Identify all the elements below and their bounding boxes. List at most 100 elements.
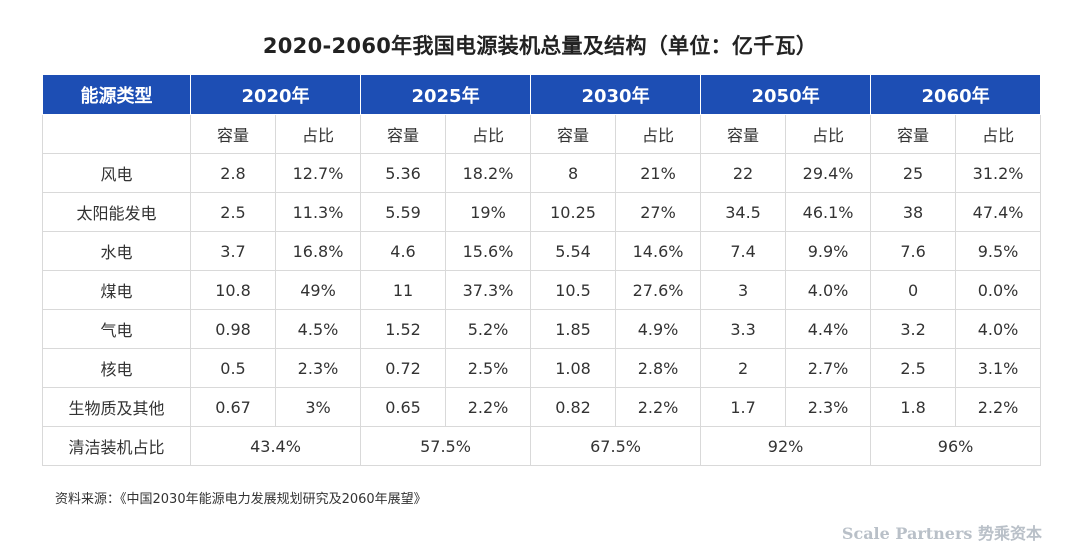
subheader-capacity: 容量 xyxy=(700,114,787,154)
share-cell: 18.2% xyxy=(445,153,532,193)
capacity-cell: 10.8 xyxy=(190,270,276,310)
share-cell: 29.4% xyxy=(785,153,872,193)
share-cell: 12.7% xyxy=(274,153,362,193)
share-cell: 5.2% xyxy=(445,309,532,349)
subheader-share: 占比 xyxy=(955,114,1042,154)
share-cell: 49% xyxy=(274,270,362,310)
subheader-capacity: 容量 xyxy=(190,114,276,154)
capacity-cell: 3.3 xyxy=(700,309,787,349)
energy-type-cell: 煤电 xyxy=(42,270,191,310)
energy-type-cell: 风电 xyxy=(42,153,191,193)
share-cell: 2.3% xyxy=(785,387,872,427)
capacity-cell: 4.6 xyxy=(360,231,447,271)
share-cell: 4.0% xyxy=(785,270,872,310)
capacity-cell: 1.8 xyxy=(870,387,957,427)
capacity-cell: 25 xyxy=(870,153,957,193)
energy-type-cell: 生物质及其他 xyxy=(42,387,191,427)
share-cell: 0.0% xyxy=(955,270,1042,310)
capacity-cell: 0.5 xyxy=(190,348,276,388)
capacity-cell: 2.8 xyxy=(190,153,276,193)
share-cell: 47.4% xyxy=(955,192,1042,232)
capacity-cell: 5.36 xyxy=(360,153,447,193)
share-cell: 46.1% xyxy=(785,192,872,232)
capacity-cell: 8 xyxy=(530,153,617,193)
capacity-cell: 2.5 xyxy=(870,348,957,388)
capacity-cell: 7.4 xyxy=(700,231,787,271)
energy-type-cell: 气电 xyxy=(42,309,191,349)
capacity-cell: 1.85 xyxy=(530,309,617,349)
subheader-share: 占比 xyxy=(445,114,532,154)
capacity-cell: 7.6 xyxy=(870,231,957,271)
capacity-cell: 0 xyxy=(870,270,957,310)
share-cell: 2.3% xyxy=(274,348,362,388)
capacity-cell: 0.67 xyxy=(190,387,276,427)
capacity-cell: 1.7 xyxy=(700,387,787,427)
capacity-cell: 2 xyxy=(700,348,787,388)
capacity-cell: 0.98 xyxy=(190,309,276,349)
capacity-cell: 3 xyxy=(700,270,787,310)
table-row: 风电 2.8 12.7% 5.36 18.2% 8 21% 22 29.4% 25 31.2% xyxy=(42,153,1042,193)
subheader-capacity: 容量 xyxy=(530,114,617,154)
capacity-cell: 3.2 xyxy=(870,309,957,349)
header-year-2030: 2030年 xyxy=(530,74,702,115)
clean-share-2025: 57.5% xyxy=(360,426,532,466)
share-cell: 3.1% xyxy=(955,348,1042,388)
clean-share-2060: 96% xyxy=(870,426,1042,466)
capacity-cell: 5.54 xyxy=(530,231,617,271)
capacity-cell: 22 xyxy=(700,153,787,193)
capacity-cell: 10.5 xyxy=(530,270,617,310)
energy-type-cell: 太阳能发电 xyxy=(42,192,191,232)
table-row: 生物质及其他 0.67 3% 0.65 2.2% 0.82 2.2% 1.7 2.3% 1.8 2.… xyxy=(42,387,1042,427)
subheader-row: 容量 占比 容量 占比 容量 占比 容量 占比 容量 占比 xyxy=(42,114,1042,154)
share-cell: 2.2% xyxy=(615,387,702,427)
capacity-cell: 34.5 xyxy=(700,192,787,232)
energy-capacity-table: 能源类型 2020年 2025年 2030年 2050年 2060年 容量 占比… xyxy=(42,74,1042,466)
share-cell: 4.0% xyxy=(955,309,1042,349)
table-row: 核电 0.5 2.3% 0.72 2.5% 1.08 2.8% 2 2.7% 2.5 3.1% xyxy=(42,348,1042,388)
header-year-2025: 2025年 xyxy=(360,74,532,115)
source-note: 资料来源：《中国2030年能源电力发展规划研究及2060年展望》 xyxy=(55,492,427,507)
share-cell: 11.3% xyxy=(274,192,362,232)
subheader-capacity: 容量 xyxy=(870,114,957,154)
brand-watermark: Scale Partners 势乘资本 xyxy=(841,524,1042,543)
header-energy-type: 能源类型 xyxy=(42,74,191,115)
share-cell: 27.6% xyxy=(615,270,702,310)
share-cell: 2.8% xyxy=(615,348,702,388)
share-cell: 4.5% xyxy=(274,309,362,349)
table-row: 气电 0.98 4.5% 1.52 5.2% 1.85 4.9% 3.3 4.4% 3.2 4.0% xyxy=(42,309,1042,349)
capacity-cell: 11 xyxy=(360,270,447,310)
capacity-cell: 10.25 xyxy=(530,192,617,232)
header-year-2050: 2050年 xyxy=(700,74,872,115)
share-cell: 2.7% xyxy=(785,348,872,388)
clean-share-row: 清洁装机占比 43.4% 57.5% 67.5% 92% 96% xyxy=(42,426,1042,466)
subheader-capacity: 容量 xyxy=(360,114,447,154)
share-cell: 27% xyxy=(615,192,702,232)
share-cell: 31.2% xyxy=(955,153,1042,193)
capacity-cell: 5.59 xyxy=(360,192,447,232)
header-year-2020: 2020年 xyxy=(189,74,362,115)
table-row: 太阳能发电 2.5 11.3% 5.59 19% 10.25 27% 34.5 46.1% 38 4… xyxy=(42,192,1042,232)
capacity-cell: 3.7 xyxy=(190,231,276,271)
share-cell: 37.3% xyxy=(445,270,532,310)
subheader-share: 占比 xyxy=(274,114,362,154)
energy-type-cell: 水电 xyxy=(42,231,191,271)
share-cell: 2.5% xyxy=(445,348,532,388)
share-cell: 9.5% xyxy=(955,231,1042,271)
capacity-cell: 1.52 xyxy=(360,309,447,349)
clean-share-2020: 43.4% xyxy=(189,426,362,466)
subheader-share: 占比 xyxy=(615,114,702,154)
subheader-share: 占比 xyxy=(785,114,872,154)
table-row: 煤电 10.8 49% 11 37.3% 10.5 27.6% 3 4.0% 0 0.0% xyxy=(42,270,1042,310)
share-cell: 14.6% xyxy=(615,231,702,271)
energy-type-cell: 核电 xyxy=(42,348,191,388)
capacity-cell: 38 xyxy=(870,192,957,232)
table-title: 2020-2060年我国电源装机总量及结构（单位：亿千瓦） xyxy=(262,34,818,58)
share-cell: 19% xyxy=(445,192,532,232)
clean-share-label: 清洁装机占比 xyxy=(42,426,191,466)
share-cell: 3% xyxy=(274,387,362,427)
capacity-cell: 0.72 xyxy=(360,348,447,388)
header-year-2060: 2060年 xyxy=(870,74,1042,115)
share-cell: 4.9% xyxy=(615,309,702,349)
header-row: 能源类型 2020年 2025年 2030年 2050年 2060年 xyxy=(42,74,1042,115)
capacity-cell: 0.65 xyxy=(360,387,447,427)
